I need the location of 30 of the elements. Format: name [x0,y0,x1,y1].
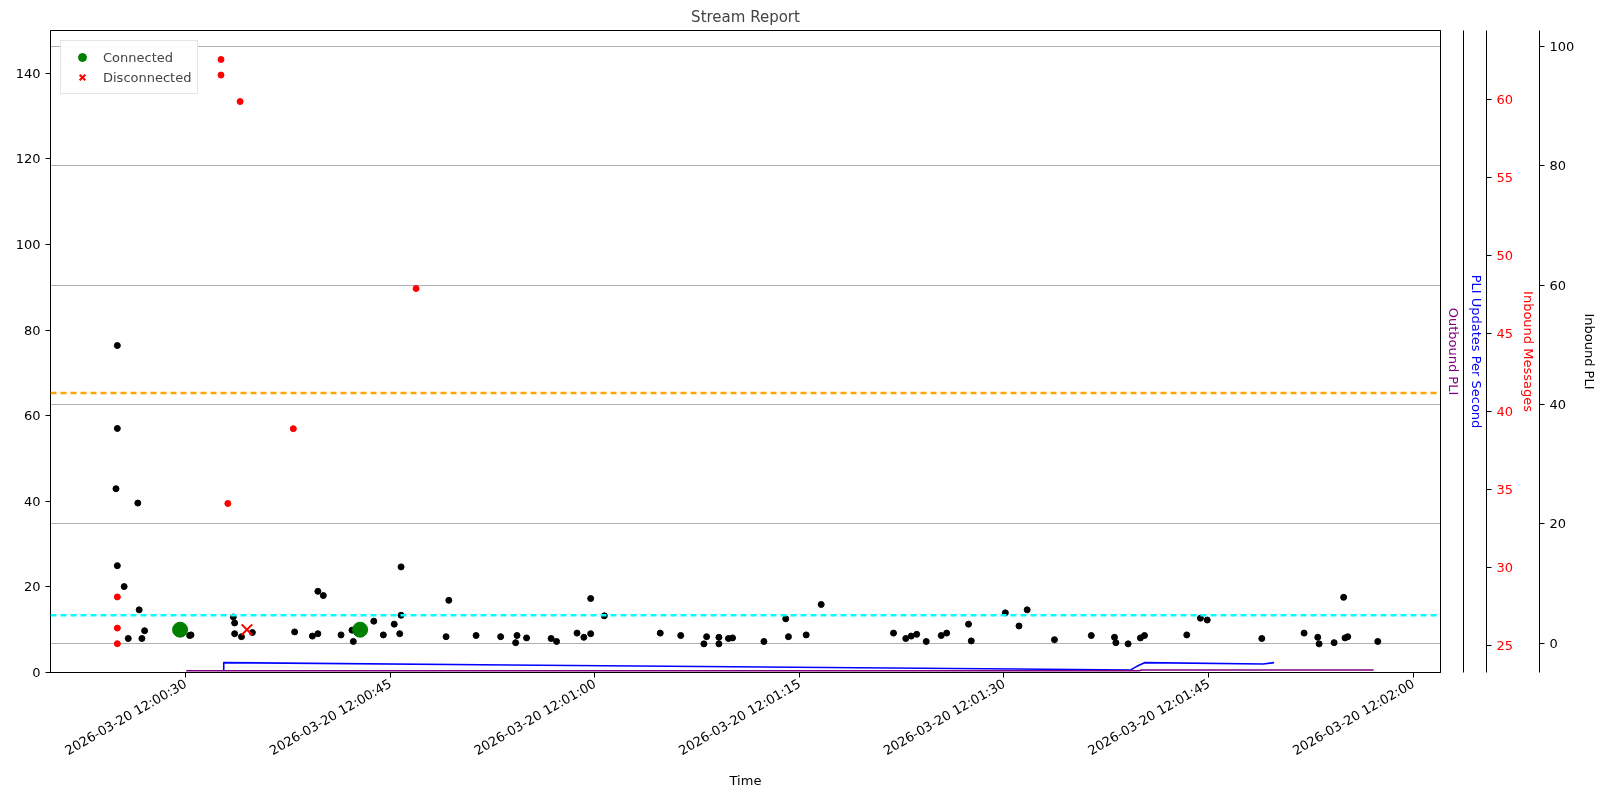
y-tick-label: 120 [15,151,41,167]
y2-tick-label: 45 [1496,326,1514,342]
y-tick-label: 0 [32,665,41,680]
y3-tick-label: 0 [1549,635,1558,651]
y3-tick-label: 20 [1549,516,1567,532]
text: Outbound PLI [1445,307,1461,396]
y2-axis-title: Inbound Messages [1521,291,1537,413]
y-tick-label: 80 [23,322,41,338]
legend-label: Connected [103,49,174,65]
y2-tick-label: 55 [1496,170,1514,186]
chart-title: Stream Report [691,7,800,26]
y-tick-label: 20 [23,579,41,595]
y3-tick-label: 60 [1549,277,1567,293]
y2-tick-label: 25 [1496,637,1514,653]
y-tick-label: 60 [23,408,41,424]
legend-label: Disconnected [103,69,192,85]
y2-tick-label: 50 [1496,248,1514,264]
y3-tick-label: 40 [1549,397,1567,413]
text: PLI Updates Per Second [1468,274,1484,429]
y2-tick-label: 60 [1496,92,1514,108]
y2-tick-label: 30 [1496,559,1514,575]
y2-tick-label: 35 [1496,481,1514,497]
y3-axis-title: Inbound PLI [1582,313,1598,390]
y-tick-label: 100 [15,237,41,252]
y-tick-label: 140 [15,65,41,81]
y3-tick-label: 100 [1549,39,1575,55]
x-axis-title: Time [728,772,762,788]
y2-tick-label: 40 [1496,404,1514,420]
y3-tick-label: 80 [1549,158,1567,174]
y-tick-label: 40 [23,493,41,509]
